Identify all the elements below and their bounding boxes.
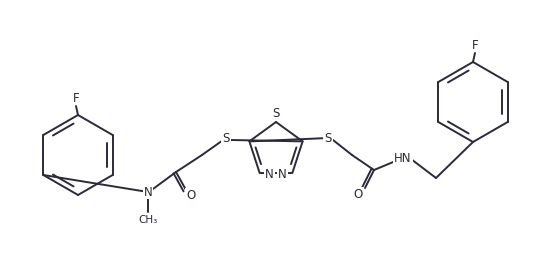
Text: O: O	[187, 188, 196, 202]
Text: N: N	[144, 185, 153, 198]
Text: O: O	[353, 187, 363, 200]
Text: HN: HN	[394, 152, 412, 165]
Text: N: N	[278, 168, 287, 181]
Text: F: F	[73, 92, 79, 105]
Text: N: N	[265, 168, 274, 181]
Text: S: S	[272, 107, 280, 120]
Text: CH₃: CH₃	[138, 215, 158, 225]
Text: F: F	[472, 38, 478, 51]
Text: S: S	[222, 132, 230, 145]
Text: S: S	[324, 132, 331, 145]
